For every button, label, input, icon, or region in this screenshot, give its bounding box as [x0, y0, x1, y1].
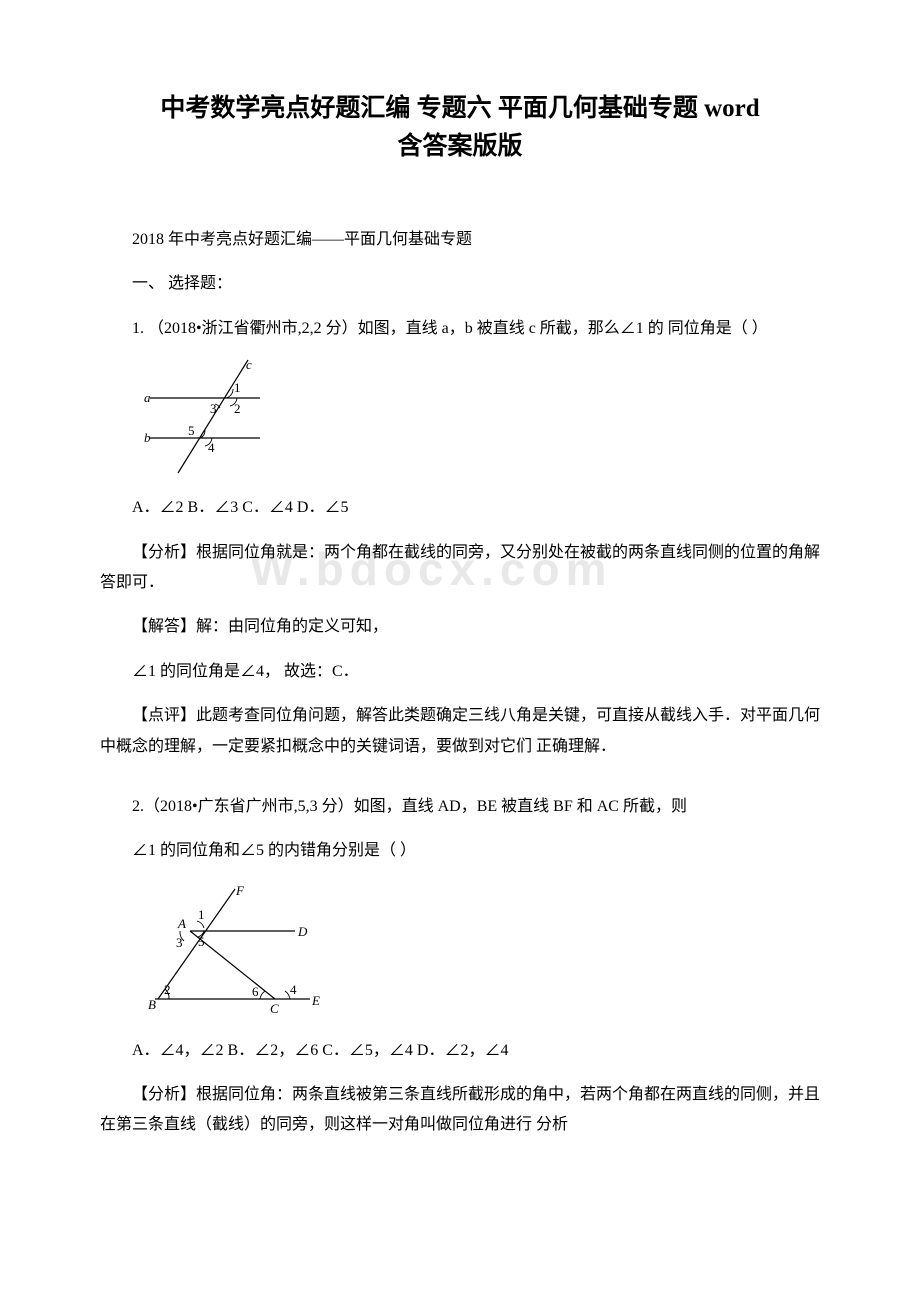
intro-paragraph: 2018 年中考亮点好题汇编——平面几何基础专题 — [100, 225, 820, 255]
label-b: b — [144, 430, 151, 445]
section-heading: 一、 选择题： — [100, 269, 820, 299]
q1-stem: 1. （2018•浙江省衢州市,2,2 分）如图，直线 a，b 被直线 c 所截… — [100, 314, 820, 344]
label-2: 2 — [234, 401, 241, 416]
label-F: F — [235, 883, 245, 898]
label-c: c — [246, 358, 252, 372]
label-1: 1 — [234, 380, 241, 395]
q2-stem-2: ∠1 的同位角和∠5 的内错角分别是（ ） — [100, 836, 820, 866]
label-C: C — [270, 1001, 279, 1016]
label-A: A — [177, 916, 186, 931]
q1-options: A．∠2 B．∠3 C．∠4 D．∠5 — [100, 493, 820, 523]
label-q2-5: 5 — [198, 934, 205, 949]
q1-svg: a b c 1 2 3 4 5 — [140, 358, 280, 478]
document-title: 中考数学亮点好题汇编 专题六 平面几何基础专题 word 含答案版版 — [100, 90, 820, 165]
q1-comment: 【点评】此题考查同位角问题，解答此类题确定三线八角是关键，可直接从截线入手．对平… — [100, 701, 820, 762]
label-3: 3 — [210, 401, 217, 416]
label-4: 4 — [208, 440, 215, 455]
label-q2-3: 3 — [176, 935, 183, 950]
label-q2-1: 1 — [198, 907, 205, 922]
q2-analysis: 【分析】根据同位角：两条直线被第三条直线所截形成的角中，若两个角都在两直线的同侧… — [100, 1080, 820, 1141]
arc-q2-6 — [260, 991, 265, 999]
q1-answer: 【解答】解：由同位角的定义可知， — [100, 612, 820, 642]
label-q2-6: 6 — [252, 984, 259, 999]
label-E: E — [311, 993, 320, 1008]
q2-stem: 2.（2018•广东省广州市,5,3 分）如图，直线 AD，BE 被直线 BF … — [100, 792, 820, 822]
label-D: D — [297, 924, 308, 939]
line-c — [178, 360, 248, 473]
label-q2-2: 2 — [164, 982, 171, 997]
title-line-1: 中考数学亮点好题汇编 专题六 平面几何基础专题 word — [100, 90, 820, 128]
label-B: B — [148, 997, 156, 1012]
arc-q2-1 — [197, 921, 204, 928]
q2-options: A．∠4，∠2 B．∠2，∠6 C．∠5，∠4 D．∠2，∠4 — [100, 1036, 820, 1066]
q1-analysis: 【分析】根据同位角就是：两个角都在截线的同旁，又分别处在被截的两条直线同侧的位置… — [100, 538, 820, 599]
label-a: a — [144, 390, 151, 405]
q2-svg: A B C D E F 1 2 3 4 5 6 — [140, 881, 330, 1021]
q2-figure: A B C D E F 1 2 3 4 5 6 — [140, 881, 820, 1026]
q1-figure: a b c 1 2 3 4 5 — [140, 358, 820, 483]
q1-answer-2: ∠1 的同位角是∠4， 故选：C． — [100, 657, 820, 687]
label-q2-4: 4 — [290, 982, 297, 997]
title-line-2: 含答案版版 — [100, 128, 820, 166]
label-5: 5 — [188, 423, 195, 438]
